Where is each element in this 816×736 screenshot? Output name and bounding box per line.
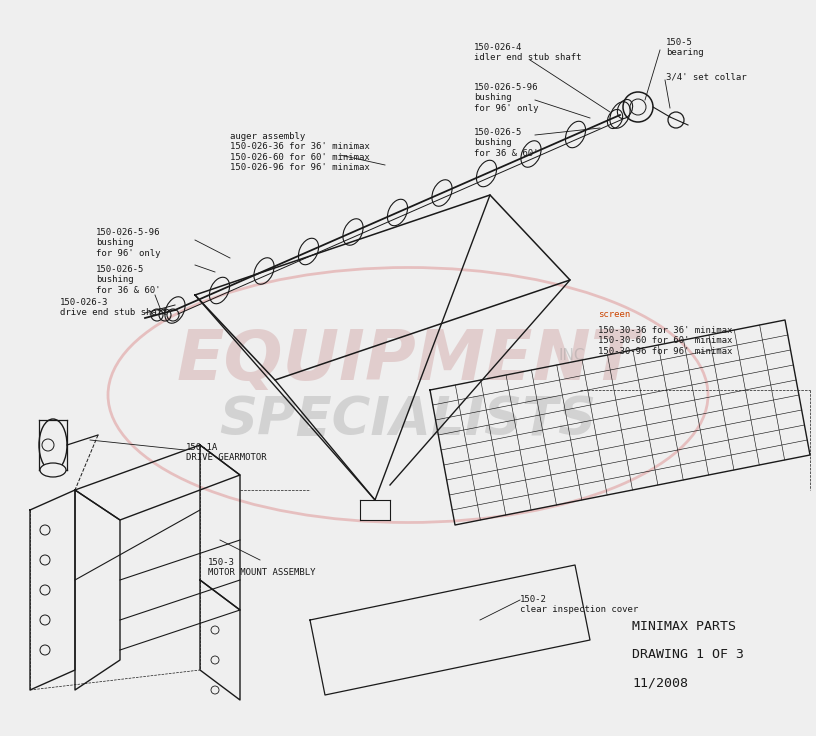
Text: MINIMAX PARTS: MINIMAX PARTS [632,620,736,633]
Text: SPECIALISTS: SPECIALISTS [220,394,596,446]
Ellipse shape [39,419,67,471]
Text: 150-026-4
idler end stub shaft: 150-026-4 idler end stub shaft [474,43,582,63]
Text: 11/2008: 11/2008 [632,676,689,689]
Text: 150-2
clear inspection cover: 150-2 clear inspection cover [520,595,638,615]
Text: EQUIPMENT: EQUIPMENT [177,327,639,394]
Text: INC: INC [559,347,585,363]
Text: 150-1A
DRIVE GEARMOTOR: 150-1A DRIVE GEARMOTOR [186,443,267,462]
Text: 150-026-5
bushing
for 36 & 60': 150-026-5 bushing for 36 & 60' [474,128,539,158]
Text: 150-3
MOTOR MOUNT ASSEMBLY: 150-3 MOTOR MOUNT ASSEMBLY [208,558,316,578]
Text: auger assembly
150-026-36 for 36' minimax
150-026-60 for 60' minimax
150-026-96 : auger assembly 150-026-36 for 36' minima… [230,132,370,172]
Ellipse shape [40,463,66,477]
Text: DRAWING 1 OF 3: DRAWING 1 OF 3 [632,648,744,661]
Text: 150-026-5
bushing
for 36 & 60': 150-026-5 bushing for 36 & 60' [96,265,161,295]
Text: 150-5
bearing: 150-5 bearing [666,38,703,57]
Text: 3/4' set collar: 3/4' set collar [666,73,747,82]
Text: 150-026-5-96
bushing
for 96' only: 150-026-5-96 bushing for 96' only [474,83,539,113]
Text: 150-30-36 for 36' minimax
150-30-60 for 60' minimax
150-30-96 for 96' minimax: 150-30-36 for 36' minimax 150-30-60 for … [598,326,733,355]
Text: 150-026-3
drive end stub shaft: 150-026-3 drive end stub shaft [60,298,167,317]
Text: 150-026-5-96
bushing
for 96' only: 150-026-5-96 bushing for 96' only [96,228,161,258]
Text: screen: screen [598,310,630,319]
